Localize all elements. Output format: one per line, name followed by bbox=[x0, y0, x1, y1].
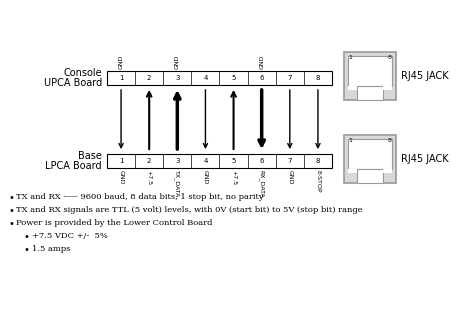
Bar bbox=[348, 139, 392, 168]
Bar bbox=[357, 168, 383, 183]
Bar bbox=[344, 135, 396, 183]
Text: 6: 6 bbox=[259, 75, 264, 81]
Text: 8: 8 bbox=[388, 138, 392, 143]
Text: TX_DATA: TX_DATA bbox=[174, 170, 180, 197]
Text: Base: Base bbox=[78, 151, 102, 161]
Text: +7.5: +7.5 bbox=[146, 170, 152, 185]
Text: GND: GND bbox=[118, 55, 124, 69]
Text: 6: 6 bbox=[259, 158, 264, 164]
Text: +7.5 VDC +/-  5%: +7.5 VDC +/- 5% bbox=[32, 232, 108, 240]
Text: LPCA Board: LPCA Board bbox=[46, 161, 102, 171]
Text: TX and RX signals are TTL (5 volt) levels, with 0V (start bit) to 5V (stop bit) : TX and RX signals are TTL (5 volt) level… bbox=[16, 206, 363, 214]
Text: GND: GND bbox=[175, 55, 180, 69]
Text: +7.5: +7.5 bbox=[231, 170, 236, 185]
Text: RJ45 JACK: RJ45 JACK bbox=[401, 154, 448, 164]
Text: •: • bbox=[8, 206, 14, 216]
Text: 5: 5 bbox=[231, 75, 236, 81]
Text: 3: 3 bbox=[175, 75, 180, 81]
Text: GND: GND bbox=[287, 170, 292, 184]
Text: 1: 1 bbox=[348, 138, 352, 143]
Text: 2: 2 bbox=[147, 158, 151, 164]
Text: Power is provided by the Lower Control Board: Power is provided by the Lower Control B… bbox=[16, 219, 212, 227]
Text: 7: 7 bbox=[288, 158, 292, 164]
Text: •: • bbox=[8, 193, 14, 203]
Bar bbox=[348, 168, 357, 173]
Text: 3: 3 bbox=[175, 158, 180, 164]
Text: RX_DATA: RX_DATA bbox=[259, 170, 264, 198]
Text: 5: 5 bbox=[231, 158, 236, 164]
Text: GND: GND bbox=[259, 55, 264, 69]
Text: 7: 7 bbox=[288, 75, 292, 81]
Bar bbox=[383, 168, 392, 173]
Bar bbox=[107, 71, 332, 85]
Bar bbox=[344, 52, 396, 100]
Text: 1: 1 bbox=[119, 75, 123, 81]
Text: 8: 8 bbox=[316, 158, 320, 164]
Bar bbox=[357, 86, 383, 100]
Text: E-STOP: E-STOP bbox=[315, 170, 320, 192]
Text: 1: 1 bbox=[348, 55, 352, 60]
Text: 4: 4 bbox=[203, 75, 208, 81]
Text: 8: 8 bbox=[388, 55, 392, 60]
Bar bbox=[348, 56, 392, 86]
Text: UPCA Board: UPCA Board bbox=[44, 78, 102, 88]
Bar bbox=[348, 86, 357, 90]
Text: GND: GND bbox=[203, 170, 208, 184]
Text: 1.5 amps: 1.5 amps bbox=[32, 245, 70, 253]
Text: •: • bbox=[8, 219, 14, 229]
Text: 8: 8 bbox=[316, 75, 320, 81]
Text: RJ45 JACK: RJ45 JACK bbox=[401, 71, 448, 81]
Text: 1: 1 bbox=[119, 158, 123, 164]
Bar bbox=[383, 86, 392, 90]
Text: Console: Console bbox=[64, 68, 102, 78]
Text: 2: 2 bbox=[147, 75, 151, 81]
Bar bbox=[107, 154, 332, 168]
Text: 4: 4 bbox=[203, 158, 208, 164]
Text: TX and RX ----- 9600 baud, 8 data bits, 1 stop bit, no parity: TX and RX ----- 9600 baud, 8 data bits, … bbox=[16, 193, 264, 201]
Text: •: • bbox=[24, 245, 30, 255]
Text: •: • bbox=[24, 232, 30, 242]
Text: GND: GND bbox=[118, 170, 124, 184]
